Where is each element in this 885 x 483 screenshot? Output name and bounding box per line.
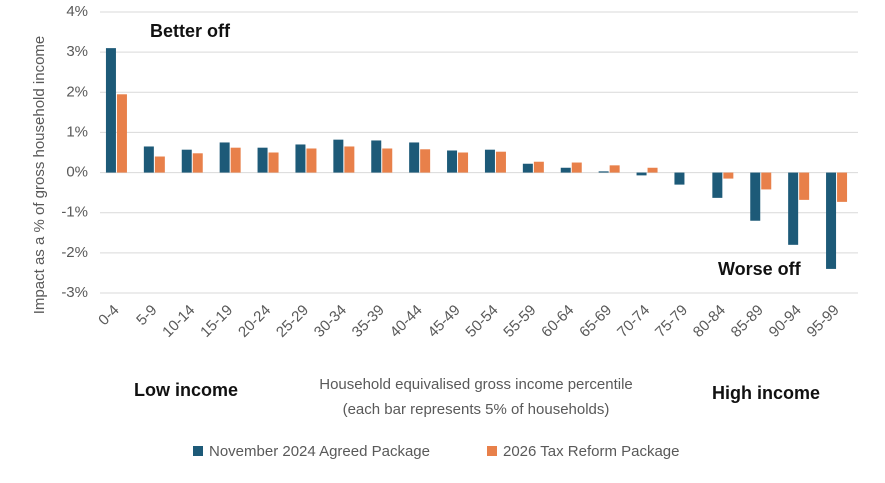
y-tick-label: 0% (66, 164, 88, 181)
bar (268, 152, 279, 173)
bar (636, 172, 647, 176)
bar (333, 139, 344, 173)
legend-label: 2026 Tax Reform Package (503, 443, 680, 460)
x-tick-label: 85-89 (728, 302, 767, 341)
x-tick-label: 80-84 (690, 302, 729, 341)
bar (609, 165, 620, 173)
bar (712, 172, 723, 198)
x-tick-label: 90-94 (766, 302, 805, 341)
y-tick-label: 4% (66, 3, 88, 20)
bar (382, 148, 393, 173)
x-axis-label: Household equivalised gross income perce… (319, 376, 633, 393)
y-tick-label: -2% (61, 244, 88, 261)
bar (306, 148, 317, 173)
x-tick-label: 40-44 (387, 302, 426, 341)
bar (192, 153, 203, 173)
x-tick-label: 65-69 (576, 302, 615, 341)
bar (447, 150, 458, 173)
bar (761, 172, 772, 190)
y-tick-label: 1% (66, 123, 88, 140)
bar (409, 142, 420, 173)
bar (143, 146, 154, 173)
bar (723, 172, 734, 179)
bar (522, 163, 533, 173)
bar (788, 172, 799, 245)
bar (116, 94, 127, 173)
bar (344, 146, 355, 173)
bar (560, 167, 571, 173)
x-tick-label: 55-59 (500, 302, 539, 341)
bar (295, 144, 306, 173)
bar (371, 140, 382, 173)
x-tick-label: 30-34 (311, 302, 350, 341)
y-axis-label: Impact as a % of gross household income (31, 36, 48, 314)
x-tick-label: 35-39 (349, 302, 388, 341)
x-tick-label: 70-74 (614, 302, 653, 341)
bar (105, 48, 116, 173)
annotation: High income (712, 383, 820, 403)
x-tick-label: 45-49 (425, 302, 464, 341)
annotation: Low income (134, 380, 238, 400)
annotation: Worse off (718, 259, 802, 279)
annotation: Better off (150, 21, 231, 41)
x-tick-label: 0-4 (95, 302, 122, 329)
bar (154, 156, 165, 173)
bar (420, 149, 431, 173)
x-tick-label: 75-79 (652, 302, 691, 341)
bar (598, 171, 609, 173)
y-tick-label: 3% (66, 43, 88, 60)
bar (257, 147, 268, 173)
x-tick-label: 95-99 (804, 302, 843, 341)
bar (837, 172, 848, 202)
x-tick-label: 15-19 (197, 302, 236, 341)
bar (219, 142, 230, 173)
bar (533, 161, 544, 173)
x-tick-label: 25-29 (273, 302, 312, 341)
x-axis-label: (each bar represents 5% of households) (343, 401, 610, 418)
bar (458, 152, 469, 173)
y-tick-label: -3% (61, 284, 88, 301)
bar (495, 151, 506, 173)
bar (799, 172, 810, 200)
y-tick-label: -1% (61, 204, 88, 221)
bar (181, 149, 192, 173)
x-tick-label: 10-14 (159, 302, 198, 341)
bar (571, 162, 582, 173)
bar (484, 149, 495, 173)
bar (230, 147, 241, 173)
bar (647, 167, 658, 173)
legend-swatch (487, 446, 497, 456)
x-tick-label: 20-24 (235, 302, 274, 341)
bar (750, 172, 761, 221)
x-tick-label: 60-64 (538, 302, 577, 341)
bar (826, 172, 837, 269)
x-tick-label: 50-54 (462, 302, 501, 341)
legend-label: November 2024 Agreed Package (209, 443, 430, 460)
legend-swatch (193, 446, 203, 456)
bar (674, 172, 685, 185)
x-tick-label: 5-9 (133, 302, 160, 329)
y-tick-label: 2% (66, 83, 88, 100)
